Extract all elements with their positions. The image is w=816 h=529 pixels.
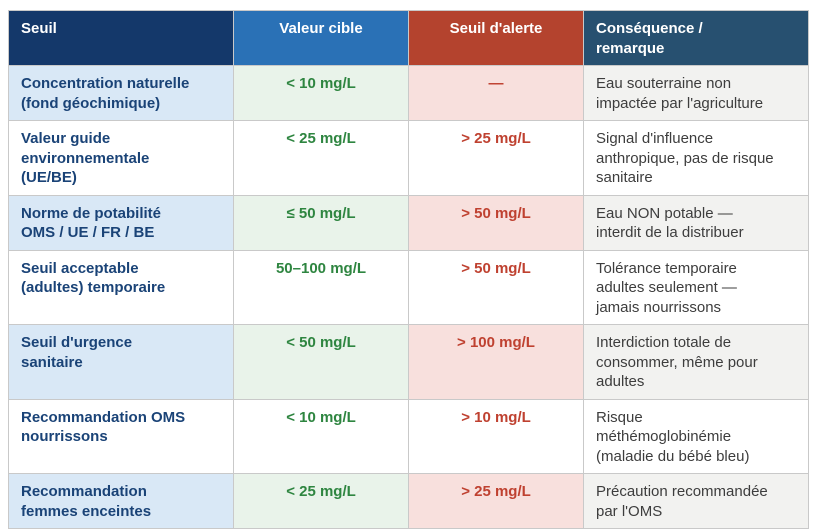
valeur-cible-cell: 50–100 mg/L	[233, 249, 409, 325]
seuil-cell: Seuil acceptable (adultes) temporaire	[8, 249, 234, 325]
consequence-cell: Tolérance temporaire adultes seulement —…	[583, 249, 809, 325]
table-row: Recommandation femmes enceintes < 25 mg/…	[8, 473, 809, 529]
valeur-cible-cell: < 25 mg/L	[233, 473, 409, 529]
seuil-cell: Seuil d'urgence sanitaire	[8, 324, 234, 400]
seuil-alerte-cell: —	[408, 65, 584, 121]
table-row: Recommandation OMS nourrissons < 10 mg/L…	[8, 398, 809, 474]
consequence-cell: Interdiction totale de consommer, même p…	[583, 324, 809, 400]
table-header-row: Seuil Valeur cible Seuil d'alerte Conséq…	[8, 10, 809, 66]
valeur-cible-cell: ≤ 50 mg/L	[233, 194, 409, 251]
col-header-seuil: Seuil	[8, 10, 234, 66]
col-header-seuil-alerte: Seuil d'alerte	[408, 10, 584, 66]
seuil-alerte-cell: > 50 mg/L	[408, 249, 584, 325]
table-row: Seuil acceptable (adultes) temporaire 50…	[8, 249, 809, 325]
consequence-cell: Risque méthémoglobinémie (maladie du béb…	[583, 398, 809, 474]
consequence-cell: Eau NON potable — interdit de la distrib…	[583, 194, 809, 251]
consequence-cell: Signal d'influence anthropique, pas de r…	[583, 120, 809, 196]
table-row: Norme de potabilité OMS / UE / FR / BE ≤…	[8, 194, 809, 251]
table-row: Valeur guide environnementale (UE/BE) < …	[8, 120, 809, 196]
valeur-cible-cell: < 25 mg/L	[233, 120, 409, 196]
valeur-cible-cell: < 50 mg/L	[233, 324, 409, 400]
seuil-alerte-cell: > 25 mg/L	[408, 473, 584, 529]
seuil-alerte-cell: > 25 mg/L	[408, 120, 584, 196]
consequence-cell: Précaution recommandée par l'OMS	[583, 473, 809, 529]
seuil-cell: Norme de potabilité OMS / UE / FR / BE	[8, 194, 234, 251]
valeur-cible-cell: < 10 mg/L	[233, 65, 409, 121]
table-row: Concentration naturelle (fond géochimiqu…	[8, 65, 809, 121]
seuil-alerte-cell: > 50 mg/L	[408, 194, 584, 251]
col-header-valeur-cible: Valeur cible	[233, 10, 409, 66]
seuil-cell: Concentration naturelle (fond géochimiqu…	[8, 65, 234, 121]
seuil-alerte-cell: > 10 mg/L	[408, 398, 584, 474]
consequence-cell: Eau souterraine non impactée par l'agric…	[583, 65, 809, 121]
seuil-cell: Recommandation OMS nourrissons	[8, 398, 234, 474]
seuil-cell: Valeur guide environnementale (UE/BE)	[8, 120, 234, 196]
valeur-cible-cell: < 10 mg/L	[233, 398, 409, 474]
table-row: Seuil d'urgence sanitaire < 50 mg/L > 10…	[8, 324, 809, 400]
col-header-consequence: Conséquence / remarque	[583, 10, 809, 66]
seuil-cell: Recommandation femmes enceintes	[8, 473, 234, 529]
seuil-alerte-cell: > 100 mg/L	[408, 324, 584, 400]
nitrate-thresholds-table: Seuil Valeur cible Seuil d'alerte Conséq…	[8, 10, 809, 529]
